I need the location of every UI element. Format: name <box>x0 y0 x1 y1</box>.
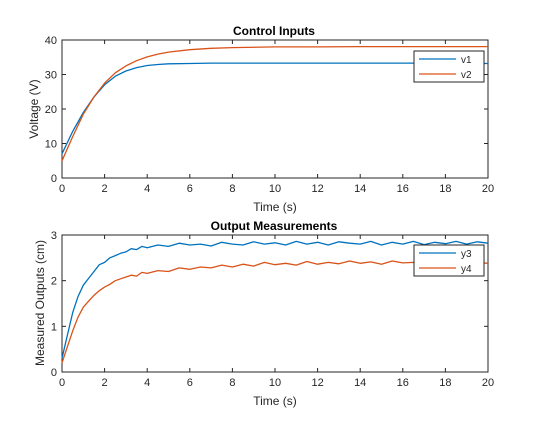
chart-title: Control Inputs <box>233 24 315 38</box>
x-tick-label: 10 <box>269 377 281 389</box>
legend-label-y3: y3 <box>461 249 472 260</box>
x-tick-label: 6 <box>187 183 193 195</box>
y-tick-label: 3 <box>51 230 57 242</box>
y-tick-label: 0 <box>51 173 57 185</box>
x-tick-label: 12 <box>311 377 323 389</box>
series-layer <box>61 45 489 162</box>
x-tick-label: 0 <box>59 377 65 389</box>
x-tick-label: 8 <box>229 377 235 389</box>
x-axis-label: Time (s) <box>253 200 297 214</box>
x-tick-label: 0 <box>59 183 65 195</box>
legend: v1 v2 <box>413 50 485 83</box>
y-tick-label: 20 <box>45 104 57 116</box>
y-tick-label: 30 <box>45 70 57 82</box>
x-tick-label: 16 <box>397 183 409 195</box>
x-tick-label: 20 <box>482 377 494 389</box>
output-measurements-chart: Output Measurements 0 2 4 6 8 10 12 14 16 18 20012… <box>33 219 494 408</box>
ticks-layer: 0 2 4 6 8 10 12 14 16 18 20 0 10 20 30 40 <box>45 35 494 195</box>
control-inputs-chart: Control Inputs 0 2 4 6 8 10 12 14 16 18 20 0 10 20 30 4… <box>27 24 494 214</box>
x-tick-label: 6 <box>187 377 193 389</box>
x-tick-label: 14 <box>354 377 366 389</box>
x-tick-label: 10 <box>269 183 281 195</box>
legend-label-v2: v2 <box>461 70 472 81</box>
x-tick-label: 18 <box>439 183 451 195</box>
y-axis-label: Voltage (V) <box>27 79 41 138</box>
x-tick-label: 12 <box>311 183 323 195</box>
legend: y3 y4 <box>413 244 485 277</box>
x-tick-label: 4 <box>144 377 150 389</box>
x-tick-label: 20 <box>482 183 494 195</box>
y-tick-label: 40 <box>45 35 57 47</box>
series-line-y4 <box>61 260 489 364</box>
legend-label-v1: v1 <box>461 55 472 66</box>
legend-label-y4: y4 <box>461 264 472 275</box>
series-line-y3 <box>61 240 489 359</box>
legend-box <box>413 50 485 83</box>
x-tick-label: 8 <box>229 183 235 195</box>
x-tick-label: 14 <box>354 183 366 195</box>
series-layer <box>61 240 489 364</box>
y-tick-label: 1 <box>51 321 57 333</box>
y-tick-label: 10 <box>45 139 57 151</box>
y-tick-label: 2 <box>51 276 57 288</box>
x-tick-label: 4 <box>144 183 150 195</box>
x-axis-label: Time (s) <box>253 394 297 408</box>
x-tick-label: 2 <box>102 183 108 195</box>
chart-title: Output Measurements <box>211 219 338 233</box>
series-line-v2 <box>61 45 488 162</box>
x-tick-label: 16 <box>397 377 409 389</box>
legend-box <box>413 244 485 277</box>
x-tick-label: 2 <box>102 377 108 389</box>
y-tick-label: 0 <box>51 367 57 379</box>
x-tick-label: 18 <box>439 377 451 389</box>
y-axis-label: Measured Outputs (cm) <box>33 240 47 366</box>
